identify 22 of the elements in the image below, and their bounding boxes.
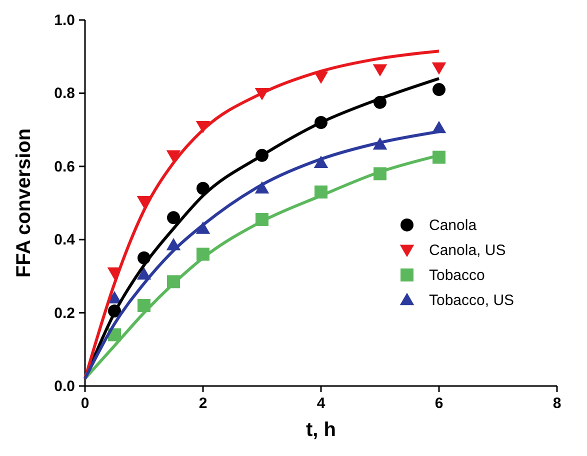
legend-label: Tobacco xyxy=(429,266,485,284)
point xyxy=(432,62,446,75)
x-tick-label: 8 xyxy=(552,395,562,412)
legend-label: Canola, US xyxy=(429,242,506,259)
legend-label: Tobacco, US xyxy=(429,292,514,309)
y-tick-label: 1.0 xyxy=(54,12,75,29)
x-tick-label: 6 xyxy=(434,395,444,412)
x-axis-title: t, h xyxy=(306,419,336,441)
y-tick-label: 0.8 xyxy=(54,85,75,102)
point xyxy=(167,211,180,224)
point xyxy=(166,150,181,163)
x-tick-label: 4 xyxy=(316,395,326,412)
point xyxy=(432,83,446,96)
y-tick-label: 0.6 xyxy=(54,158,75,176)
legend-label: Canola xyxy=(429,216,478,234)
x-tick-label: 2 xyxy=(198,395,208,412)
y-tick-label: 0.2 xyxy=(54,304,75,322)
y-tick-label: 0.0 xyxy=(54,378,75,395)
point xyxy=(372,64,388,77)
x-tick-label: 0 xyxy=(80,395,90,412)
y-axis-title: FFA conversion xyxy=(13,128,35,278)
y-tick-label: 0.4 xyxy=(54,232,76,249)
